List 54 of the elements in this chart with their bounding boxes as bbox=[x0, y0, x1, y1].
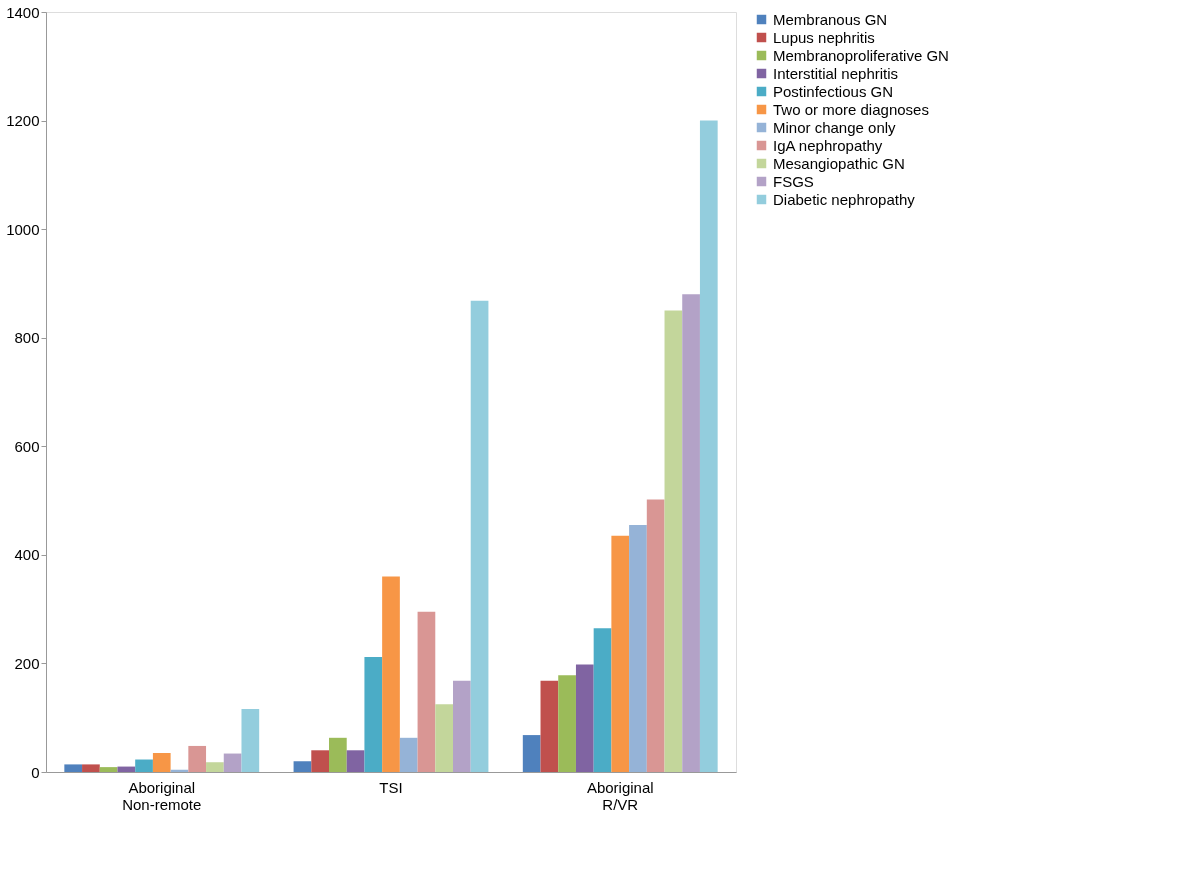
bar bbox=[82, 764, 100, 772]
bar bbox=[646, 499, 665, 772]
y-tick-label: 800 bbox=[14, 329, 40, 347]
bar bbox=[435, 704, 453, 772]
bar bbox=[241, 709, 260, 772]
bar bbox=[629, 525, 647, 772]
y-tick-label: 200 bbox=[14, 654, 40, 672]
bar bbox=[346, 750, 365, 772]
bar bbox=[206, 762, 224, 772]
bar bbox=[593, 628, 612, 772]
legend-label: Membranoproliferative GN bbox=[773, 46, 949, 64]
y-tick-label: 400 bbox=[14, 546, 40, 564]
legend-label: IgA nephropathy bbox=[773, 136, 883, 154]
bar bbox=[699, 120, 718, 772]
x-tick-label: TSI bbox=[379, 778, 403, 796]
legend-label: FSGS bbox=[773, 172, 814, 190]
bar bbox=[293, 761, 312, 772]
bar bbox=[223, 753, 242, 772]
y-tick-label: 600 bbox=[14, 437, 40, 455]
legend-label: Membranous GN bbox=[773, 10, 888, 28]
bar bbox=[453, 680, 471, 772]
bar bbox=[611, 535, 630, 772]
bar bbox=[558, 675, 576, 772]
legend-label: Diabetic nephropathy bbox=[773, 190, 916, 208]
legend-label: Mesangiopathic GN bbox=[773, 154, 905, 172]
legend-label: Postinfectious GN bbox=[773, 82, 894, 100]
bar bbox=[64, 764, 83, 772]
y-tick-label: 1200 bbox=[6, 112, 40, 130]
bar bbox=[682, 294, 700, 772]
bar bbox=[329, 737, 347, 772]
bar bbox=[152, 753, 171, 772]
bar bbox=[664, 310, 683, 772]
bar bbox=[417, 611, 436, 772]
y-tick-label: 1400 bbox=[6, 3, 40, 21]
bar bbox=[575, 664, 594, 772]
bar bbox=[135, 759, 153, 772]
bar bbox=[188, 745, 207, 772]
y-tick-label: 0 bbox=[31, 763, 40, 781]
bar bbox=[470, 300, 489, 772]
bar bbox=[522, 735, 541, 772]
bar bbox=[117, 766, 136, 772]
bar bbox=[399, 737, 418, 772]
x-tick-label: Aboriginal R/VR bbox=[586, 778, 654, 813]
legend-label: Lupus nephritis bbox=[773, 28, 875, 46]
bar bbox=[99, 767, 118, 772]
x-tick-label: Aboriginal Non-remote bbox=[122, 778, 202, 813]
bar bbox=[382, 576, 400, 772]
bar bbox=[540, 680, 559, 772]
bar bbox=[311, 750, 329, 772]
bar bbox=[364, 656, 383, 772]
legend-label: Minor change only bbox=[773, 118, 897, 136]
legend-label: Two or more diagnoses bbox=[773, 100, 929, 118]
y-tick-label: 1000 bbox=[6, 220, 40, 238]
legend-label: Interstitial nephritis bbox=[773, 64, 899, 82]
